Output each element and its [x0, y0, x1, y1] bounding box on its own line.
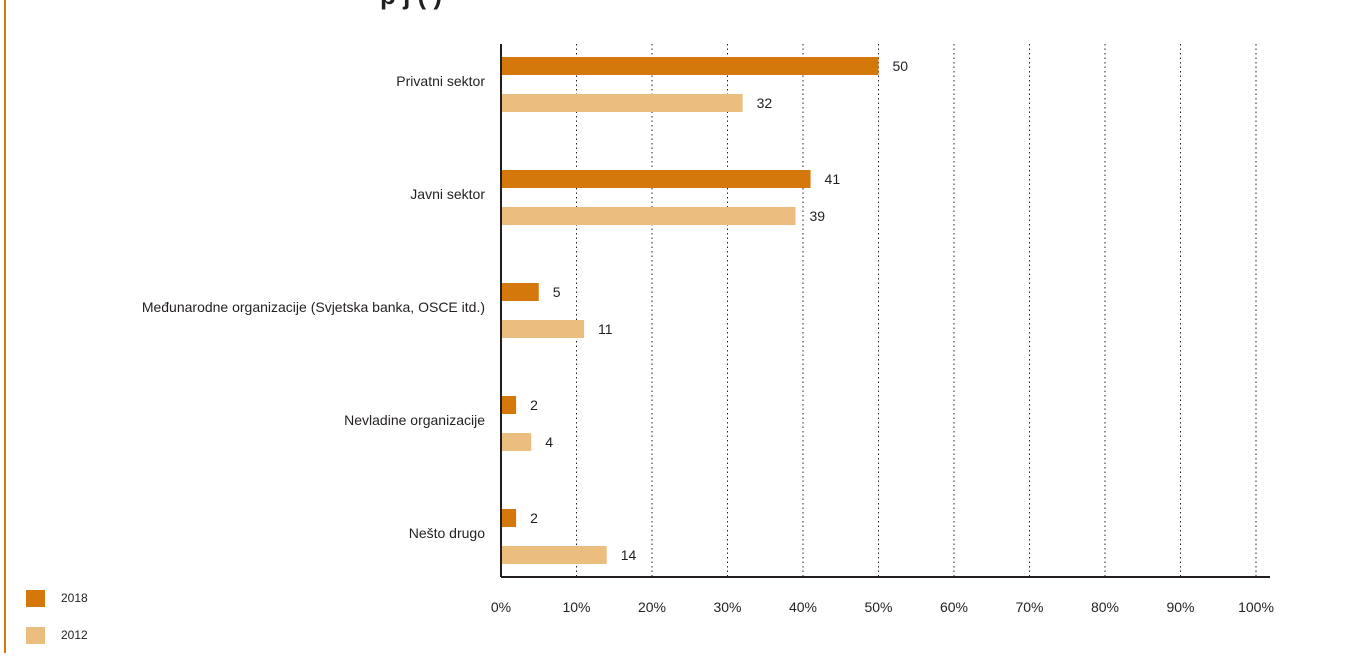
data-label: 41 — [825, 171, 841, 187]
bar-2012 — [502, 546, 607, 564]
category-label: Nevladine organizacije — [344, 412, 485, 428]
bar-2018 — [502, 170, 811, 188]
x-tick-label: 30% — [713, 599, 741, 615]
x-tick-label: 50% — [864, 599, 892, 615]
chart-title: p j ( ) — [380, 0, 442, 11]
bar-2012 — [502, 94, 743, 112]
data-label: 2 — [530, 510, 538, 526]
x-tick-label: 90% — [1166, 599, 1194, 615]
x-tick-label: 60% — [940, 599, 968, 615]
bar-2012 — [502, 207, 796, 225]
legend-label-2012: 2012 — [61, 628, 88, 642]
legend: 2018 2012 — [26, 588, 88, 662]
data-label: 4 — [545, 434, 553, 450]
x-tick-label: 100% — [1238, 599, 1274, 615]
legend-item-2012: 2012 — [26, 625, 88, 645]
x-tick-label: 0% — [491, 599, 511, 615]
data-label: 11 — [598, 321, 613, 337]
x-tick-label: 80% — [1091, 599, 1119, 615]
bar-2012 — [502, 320, 585, 338]
x-tick-label: 40% — [789, 599, 817, 615]
bar-2012 — [502, 433, 532, 451]
legend-label-2018: 2018 — [61, 591, 88, 605]
category-label: Privatni sektor — [396, 73, 485, 89]
category-label: Nešto drugo — [409, 525, 485, 541]
data-label: 14 — [621, 547, 637, 563]
bar-2018 — [502, 396, 517, 414]
data-label: 5 — [553, 284, 561, 300]
bar-2018 — [502, 57, 879, 75]
x-tick-label: 10% — [562, 599, 590, 615]
data-label: 2 — [530, 397, 538, 413]
legend-item-2018: 2018 — [26, 588, 88, 608]
bar-2018 — [502, 509, 517, 527]
accent-rule — [4, 0, 6, 653]
bar-2018 — [502, 283, 539, 301]
category-label: Međunarodne organizacije (Svjetska banka… — [142, 299, 485, 315]
data-label: 32 — [757, 95, 773, 111]
legend-swatch-2018 — [26, 589, 45, 607]
x-tick-label: 20% — [638, 599, 666, 615]
data-label: 50 — [893, 58, 909, 74]
x-tick-label: 70% — [1015, 599, 1043, 615]
data-label: 39 — [809, 208, 825, 224]
category-label: Javni sektor — [410, 186, 485, 202]
legend-swatch-2012 — [26, 626, 45, 644]
